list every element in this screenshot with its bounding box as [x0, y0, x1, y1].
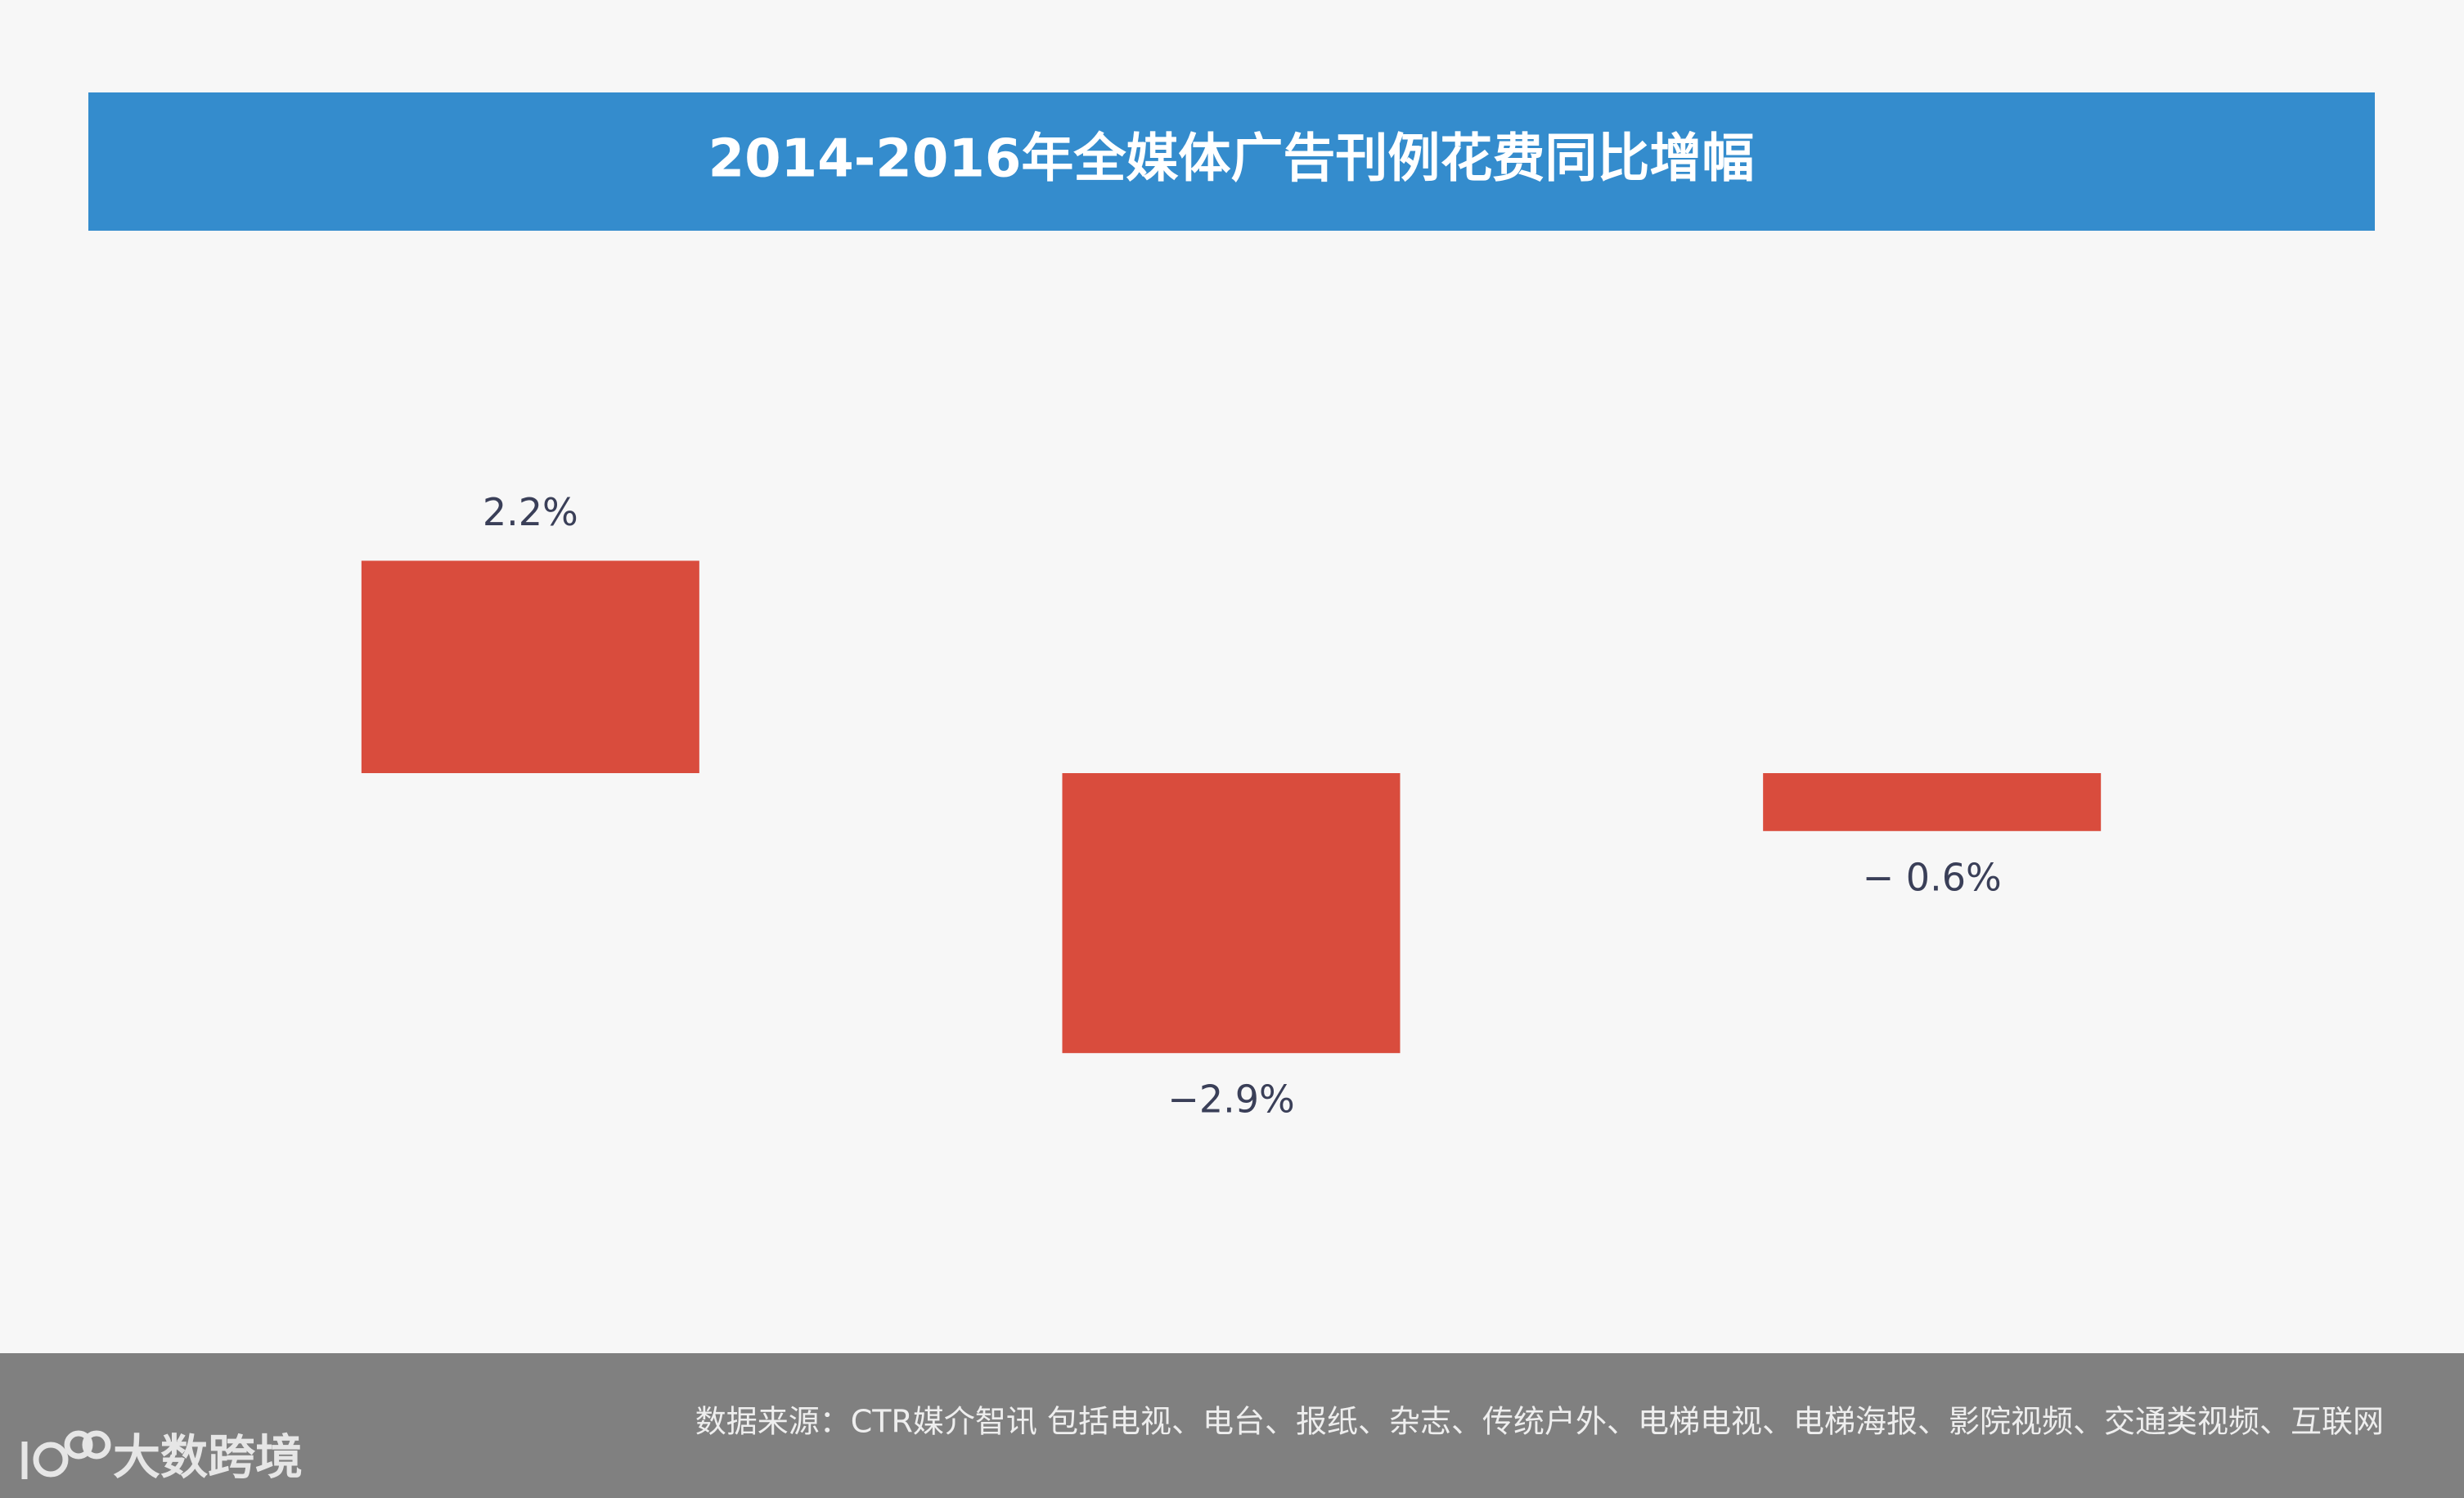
value-label: 2.2% — [483, 490, 578, 534]
logo-circle — [82, 1430, 111, 1460]
brand: 大数跨境 — [113, 1429, 303, 1485]
footer-bar — [0, 1353, 2464, 1498]
logo-circle — [64, 1430, 93, 1460]
source-note: 数据来源：CTR媒介智讯 包括电视、电台、报纸、杂志、传统户外、电梯电视、电梯海… — [695, 1404, 2384, 1440]
bar — [1062, 773, 1401, 1054]
logo — [21, 1430, 111, 1479]
bar — [1763, 773, 2102, 831]
value-label: −2.9% — [1167, 1077, 1294, 1122]
value-label: − 0.6% — [1863, 855, 2002, 899]
logo-circle — [33, 1442, 69, 1478]
chart-title: 2014-2016年全媒体广告刊例花费同比增幅 — [708, 129, 1755, 190]
bar — [361, 560, 699, 773]
title-bar — [88, 92, 2375, 231]
